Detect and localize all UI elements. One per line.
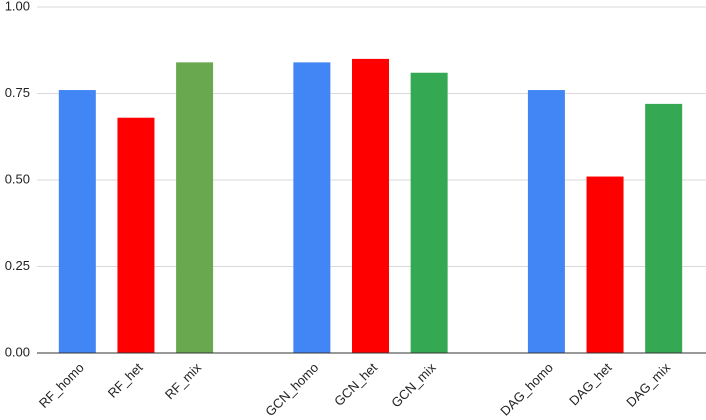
x-tick-label: GCN_mix xyxy=(388,360,439,411)
bar xyxy=(293,62,331,354)
x-tick-label: GCN_het xyxy=(331,360,380,409)
y-tick-label: 0.00 xyxy=(5,344,30,359)
x-tick-label: RF_homo xyxy=(36,360,87,411)
y-tick-label: 1.00 xyxy=(5,0,30,13)
x-tick-label: DAG_homo xyxy=(497,360,556,419)
bar xyxy=(586,176,624,353)
bar xyxy=(117,117,155,353)
x-tick-label: RF_het xyxy=(105,360,146,401)
x-tick-label: RF_mix xyxy=(162,360,205,403)
bar xyxy=(645,103,683,353)
bar xyxy=(527,90,565,353)
y-tick-label: 0.25 xyxy=(5,258,30,273)
y-tick-label: 0.50 xyxy=(5,171,30,186)
x-tick-label: DAG_het xyxy=(566,360,615,409)
bar xyxy=(352,58,389,354)
x-tick-label: DAG_mix xyxy=(623,360,673,410)
bar xyxy=(58,90,96,353)
x-tick-label: GCN_homo xyxy=(262,360,321,419)
bar xyxy=(176,62,214,354)
bar xyxy=(410,72,448,354)
y-tick-label: 0.75 xyxy=(5,85,30,100)
